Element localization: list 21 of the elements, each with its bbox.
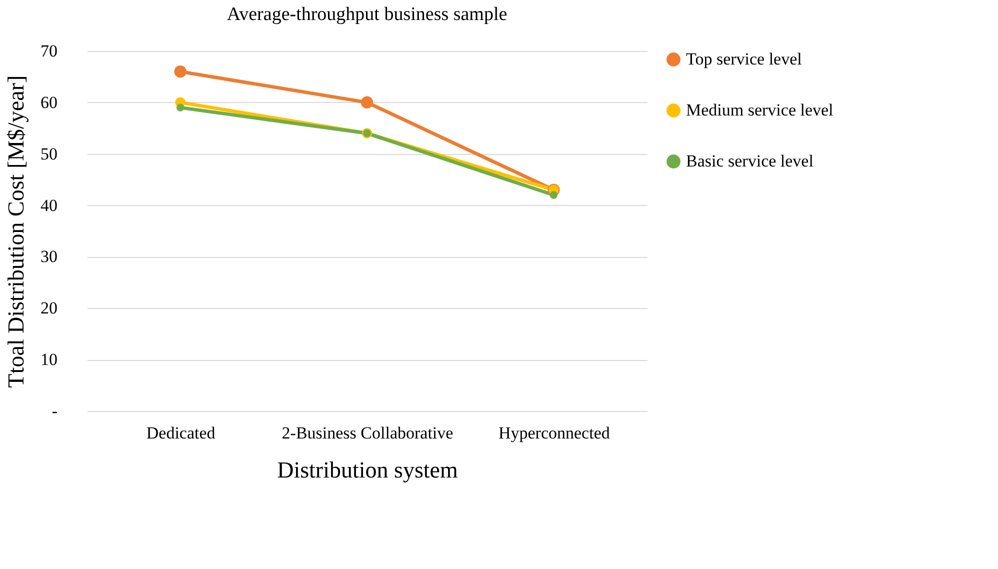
- x-tick-label: 2-Business Collaborative: [282, 424, 454, 442]
- y-axis-title: Ttoal Distribution Cost [M$/year]: [4, 75, 28, 388]
- point: [360, 96, 374, 109]
- y-tick-label: 20: [40, 298, 58, 318]
- x-tick-label: Dedicated: [146, 424, 216, 442]
- legend-label: Basic service level: [686, 152, 814, 170]
- y-tick-label: -: [52, 402, 58, 420]
- point: [550, 191, 558, 199]
- chart-title: Average-throughput business sample: [226, 4, 508, 25]
- point: [174, 65, 186, 78]
- y-tick-label: 10: [40, 350, 58, 370]
- legend-label: Top service level: [686, 50, 802, 68]
- x-tick-label: Hyperconnected: [498, 424, 610, 442]
- y-tick-label: 40: [40, 196, 58, 215]
- x-axis-title: Distribution system: [277, 458, 458, 482]
- y-tick-label: 70: [40, 42, 58, 60]
- y-tick-label: 60: [40, 92, 58, 112]
- legend-label: Medium service level: [686, 100, 834, 120]
- point: [176, 104, 184, 112]
- y-tick-label: 30: [40, 247, 58, 266]
- y-tick-label: 50: [40, 144, 58, 164]
